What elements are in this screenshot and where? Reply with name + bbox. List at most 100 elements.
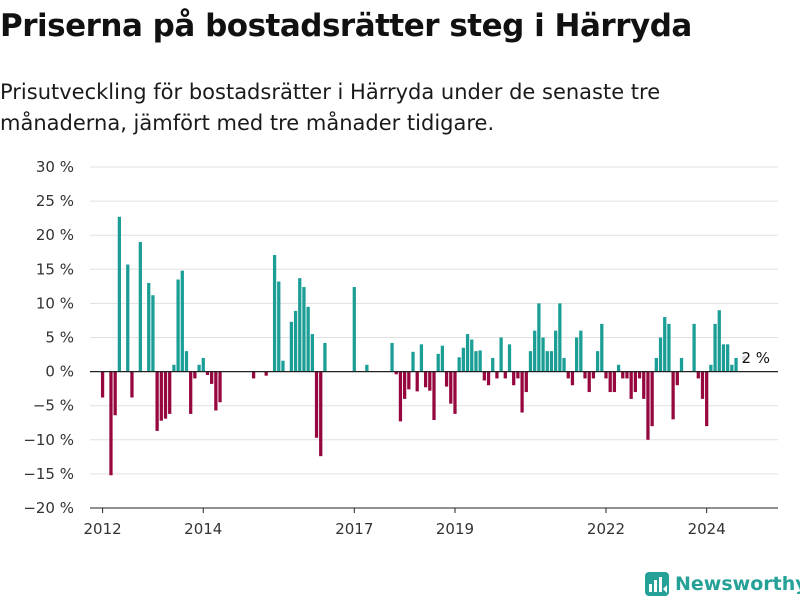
- bar: [491, 357, 495, 372]
- bar: [528, 351, 533, 372]
- bar: [394, 371, 398, 375]
- bar: [604, 371, 608, 379]
- bar: [612, 371, 617, 393]
- bar: [113, 371, 117, 416]
- x-tick-label: 2012: [83, 520, 121, 538]
- y-tick-label: 20 %: [36, 226, 74, 244]
- x-axis-ticks: 2012 2014 2017 2019 2022 2024: [83, 508, 726, 538]
- bar: [541, 337, 545, 372]
- bar: [398, 371, 403, 422]
- bar: [721, 344, 726, 372]
- bar: [407, 371, 411, 390]
- bar: [147, 282, 151, 372]
- bar: [210, 371, 214, 384]
- bar: [734, 357, 738, 372]
- bar: [214, 371, 218, 411]
- bar: [579, 330, 583, 372]
- bar: [298, 278, 302, 372]
- bar: [184, 351, 189, 372]
- bar: [520, 371, 524, 413]
- bar: [109, 371, 113, 476]
- bar: [151, 295, 155, 372]
- bar: [507, 344, 512, 372]
- annotation-label: 2 %: [741, 349, 770, 367]
- bar: [516, 371, 520, 379]
- bar: [293, 310, 298, 372]
- bar: [495, 371, 499, 379]
- brand-name: Newsworthy: [675, 573, 800, 595]
- page-subtitle: Prisutveckling för bostadsrätter i Härry…: [0, 80, 661, 135]
- x-tick-label: 2019: [436, 520, 474, 538]
- bar: [264, 371, 268, 376]
- bar: [193, 371, 197, 379]
- axes: [90, 371, 778, 509]
- bar: [692, 323, 696, 372]
- bar: [554, 330, 558, 372]
- x-tick-label: 2014: [184, 520, 222, 538]
- bar: [281, 360, 285, 372]
- bar: [163, 371, 168, 419]
- bar-chart-logo-icon: [645, 572, 669, 596]
- bar: [365, 364, 369, 372]
- bar: [629, 371, 633, 399]
- bar: [352, 287, 356, 372]
- bar: [583, 371, 587, 379]
- bar: [415, 371, 419, 392]
- bar: [486, 371, 491, 386]
- bar: [189, 371, 193, 414]
- x-tick-label: 2022: [587, 520, 625, 538]
- bar: [444, 371, 449, 387]
- bar: [650, 371, 654, 427]
- bar: [600, 323, 604, 372]
- bar: [558, 303, 562, 372]
- bar: [663, 317, 667, 372]
- bar: [453, 371, 457, 414]
- bar: [595, 351, 600, 372]
- bar: [537, 303, 541, 372]
- bar: [566, 371, 570, 379]
- bar: [482, 371, 486, 381]
- bar: [562, 357, 566, 372]
- bar: [713, 323, 717, 372]
- x-tick-label: 2024: [688, 520, 726, 538]
- x-tick-label: 2017: [335, 520, 373, 538]
- bar: [730, 364, 734, 372]
- y-tick-label: −20 %: [23, 499, 74, 517]
- y-axis-ticks: 30 % 25 % 20 % 15 % 10 % 5 % 0 % −5 % −10 % −15 %…: [23, 158, 74, 517]
- bar: [306, 306, 310, 372]
- bar: [172, 364, 176, 372]
- bar: [549, 351, 554, 372]
- bar: [587, 371, 591, 393]
- newsworthy-logo: Newsworthy: [645, 569, 800, 599]
- bar: [461, 347, 465, 372]
- bar: [575, 337, 579, 372]
- bar: [637, 371, 642, 379]
- y-tick-label: 25 %: [36, 192, 74, 210]
- y-tick-label: 5 %: [45, 329, 74, 347]
- bar: [608, 371, 612, 393]
- bar: [642, 371, 646, 399]
- bar: [117, 216, 121, 372]
- y-tick-label: 10 %: [36, 294, 74, 312]
- bar: [667, 323, 671, 372]
- y-tick-label: −5 %: [33, 397, 74, 415]
- bar: [470, 339, 474, 372]
- bar: [457, 357, 461, 372]
- bar: [277, 281, 281, 372]
- bar: [503, 371, 507, 379]
- bar: [591, 371, 596, 379]
- y-tick-label: 15 %: [36, 260, 74, 278]
- bar: [512, 371, 516, 386]
- bar: [679, 357, 684, 372]
- bar: [100, 371, 105, 398]
- bar: [545, 351, 549, 372]
- bar: [159, 371, 163, 421]
- bar: [524, 371, 528, 393]
- bar: [465, 334, 470, 372]
- y-tick-label: 30 %: [36, 158, 74, 176]
- bar: [130, 371, 134, 398]
- bar: [474, 351, 478, 372]
- gridlines: [90, 166, 778, 509]
- bar: [499, 337, 503, 372]
